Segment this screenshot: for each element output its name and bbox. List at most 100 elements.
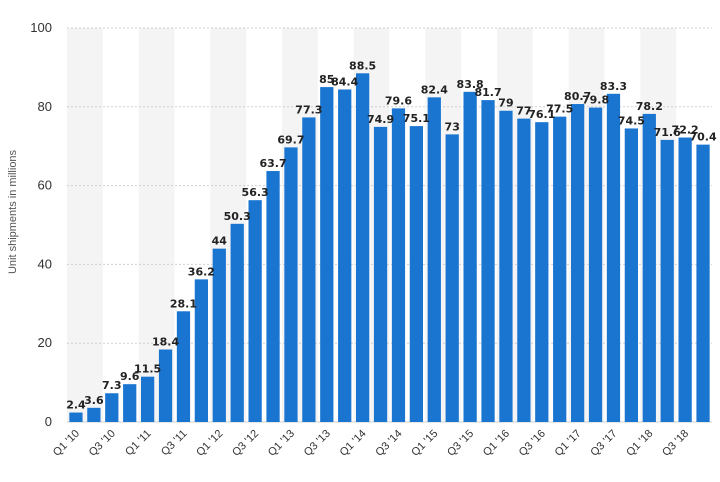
bar bbox=[248, 200, 262, 422]
bar bbox=[391, 108, 406, 422]
y-tick-label: 40 bbox=[38, 256, 52, 271]
data-label: 74.9 bbox=[367, 113, 394, 126]
bar bbox=[373, 126, 388, 423]
bars bbox=[69, 73, 710, 423]
y-tick-label: 80 bbox=[38, 99, 52, 114]
bar bbox=[517, 118, 531, 423]
bar bbox=[499, 110, 513, 423]
data-label: 28.1 bbox=[170, 297, 197, 310]
x-tick-label: Q1 '17 bbox=[553, 428, 584, 459]
data-label: 44 bbox=[212, 235, 228, 248]
data-label: 77 bbox=[516, 105, 531, 118]
bar bbox=[463, 91, 477, 422]
x-tick-label: Q3 '14 bbox=[373, 428, 404, 459]
y-tick-label: 100 bbox=[30, 20, 52, 35]
data-labels: 2.43.6 7.39.611.5 18.4 28.1 36.2 44 50.3 56.3 63… bbox=[66, 59, 717, 411]
x-tick-label: Q3 '16 bbox=[517, 428, 548, 459]
bar bbox=[230, 223, 244, 422]
x-tick-label: Q1 '13 bbox=[266, 428, 297, 459]
bar bbox=[660, 139, 674, 422]
x-tick-label: Q1 '18 bbox=[624, 428, 655, 459]
bar bbox=[87, 407, 101, 422]
data-label: 70.4 bbox=[689, 131, 716, 144]
data-label: 18.4 bbox=[152, 336, 179, 349]
bar bbox=[642, 113, 656, 422]
x-tick-label: Q1 '16 bbox=[481, 428, 512, 459]
data-label: 85 bbox=[319, 73, 334, 86]
data-label: 75.1 bbox=[403, 112, 430, 125]
data-label: 79 bbox=[498, 97, 513, 110]
x-tick-label: Q1 '10 bbox=[51, 428, 82, 459]
bar bbox=[105, 393, 119, 422]
bar bbox=[588, 107, 603, 422]
x-tick-label: Q3 '10 bbox=[87, 428, 118, 459]
bar bbox=[176, 311, 191, 422]
x-tick-label: Q1 '14 bbox=[338, 428, 369, 459]
bar bbox=[553, 116, 567, 423]
bar bbox=[427, 97, 441, 423]
data-label: 77.3 bbox=[295, 103, 322, 116]
data-label: 83.8 bbox=[457, 78, 484, 91]
data-label: 2.4 bbox=[66, 399, 86, 412]
bar bbox=[302, 117, 316, 423]
bar bbox=[355, 73, 370, 422]
data-label: 56.3 bbox=[242, 186, 269, 199]
bar bbox=[624, 128, 639, 422]
bar bbox=[338, 89, 352, 423]
data-label: 11.5 bbox=[134, 363, 161, 376]
data-label: 50.3 bbox=[224, 210, 251, 223]
data-label: 7.3 bbox=[102, 379, 122, 392]
x-tick-label: Q3 '11 bbox=[159, 428, 190, 459]
x-tick-label: Q1 '12 bbox=[194, 428, 225, 459]
bar bbox=[158, 349, 173, 422]
bar bbox=[284, 147, 298, 422]
data-label: 9.6 bbox=[120, 370, 140, 383]
data-label: 78.2 bbox=[636, 100, 663, 113]
bar bbox=[69, 412, 83, 422]
data-label: 81.7 bbox=[474, 86, 501, 99]
bar bbox=[570, 104, 585, 423]
data-label: 3.6 bbox=[84, 394, 104, 407]
bar bbox=[266, 171, 280, 422]
bar bbox=[481, 100, 495, 423]
data-label: 80.7 bbox=[564, 90, 591, 103]
bar bbox=[212, 248, 226, 422]
data-label: 79.8 bbox=[582, 94, 609, 107]
data-label: 72.2 bbox=[672, 124, 699, 137]
data-label: 77.5 bbox=[546, 103, 573, 116]
data-label: 82.4 bbox=[421, 83, 448, 96]
bar bbox=[320, 87, 334, 422]
y-tick-label: 60 bbox=[38, 178, 52, 193]
bar bbox=[678, 137, 692, 423]
data-label: 36.2 bbox=[188, 265, 215, 278]
bar bbox=[606, 93, 621, 422]
x-tick-label: Q1 '11 bbox=[123, 428, 154, 459]
data-label: 63.7 bbox=[259, 157, 286, 170]
x-tick-label: Q3 '18 bbox=[660, 428, 691, 459]
data-label: 88.5 bbox=[349, 59, 376, 72]
bar bbox=[123, 384, 137, 422]
y-axis-label: Unit shipments in millions bbox=[7, 149, 19, 274]
data-label: 74.5 bbox=[618, 114, 645, 127]
data-label: 83.3 bbox=[600, 80, 627, 93]
x-tick-label: Q1 '15 bbox=[409, 428, 440, 459]
y-axis-ticks: 0 20 40 60 80 100 bbox=[30, 20, 52, 429]
x-tick-label: Q3 '15 bbox=[445, 428, 476, 459]
y-tick-label: 0 bbox=[45, 414, 52, 429]
y-tick-label: 20 bbox=[38, 335, 52, 350]
data-label: 71.6 bbox=[654, 126, 681, 139]
data-label: 76.1 bbox=[528, 108, 555, 121]
x-tick-label: Q3 '17 bbox=[588, 428, 619, 459]
background-band bbox=[67, 28, 103, 422]
data-label: 73 bbox=[445, 120, 460, 133]
x-axis-ticks: Q1 '10 Q3 '10 Q1 '11 Q3 '11 Q1 '12 Q3 '12 Q1 '… bbox=[51, 428, 691, 459]
bar bbox=[194, 279, 209, 422]
bar bbox=[140, 376, 155, 422]
data-label: 79.6 bbox=[385, 94, 412, 107]
grid-lines bbox=[67, 27, 712, 423]
bar bbox=[445, 134, 459, 422]
bar bbox=[696, 144, 710, 422]
bar bbox=[535, 122, 549, 422]
data-label: 84.4 bbox=[331, 75, 358, 88]
